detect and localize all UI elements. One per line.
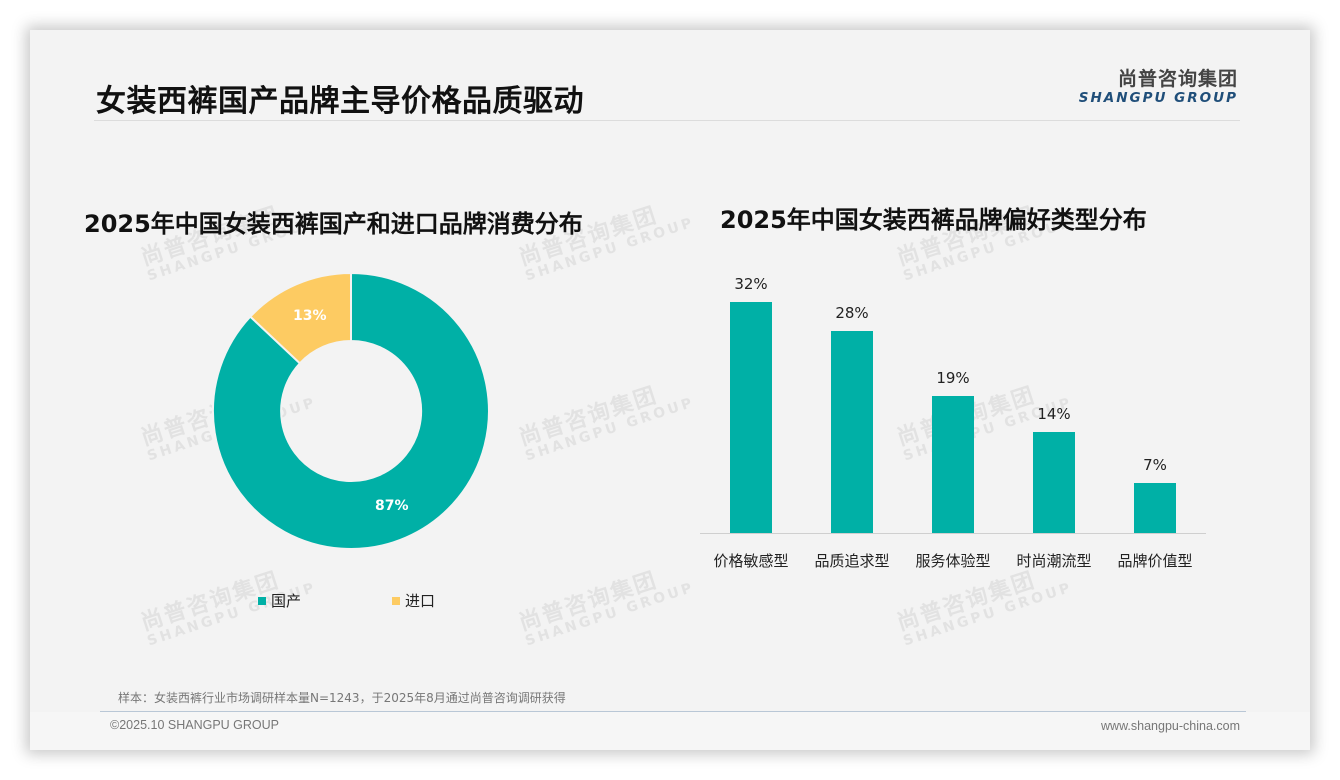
donut-chart-svg [211, 271, 490, 550]
bar-category: 时尚潮流型 [1016, 552, 1092, 570]
bar-category: 服务体验型 [915, 552, 991, 570]
bar-category: 价格敏感型 [713, 552, 789, 570]
x-axis-line [700, 533, 1206, 534]
logo-cn: 尚普咨询集团 [1117, 68, 1238, 90]
bar-value: 28% [835, 304, 869, 322]
slice-imported [248, 271, 352, 365]
bar-chart: 32% 价格敏感型 28% 品质追求型 19% 服务体验型 14% 时尚潮流型 … [700, 270, 1206, 570]
logo-en: SHANGPU GROUP [1078, 90, 1238, 106]
bar-quality-seeking [831, 331, 873, 533]
bar-value: 7% [1143, 456, 1167, 474]
slice-label-domestic: 87% [375, 498, 409, 514]
bar-category: 品牌价值型 [1117, 552, 1193, 570]
slice-domestic [211, 271, 490, 550]
title-divider [94, 120, 1240, 121]
page-title: 女装西裤国产品牌主导价格品质驱动 [96, 84, 584, 119]
bar-chart-title: 2025年中国女装西裤品牌偏好类型分布 [720, 206, 1147, 234]
footer-divider [100, 711, 1246, 712]
bar-fashion-trend [1033, 432, 1075, 533]
legend-label: 进口 [405, 592, 436, 610]
donut-chart: 13% 87% [211, 271, 491, 551]
sample-note: 样本：女装西裤行业市场调研样本量N=1243，于2025年8月通过尚普咨询调研获… [118, 691, 566, 705]
legend-label: 国产 [271, 592, 302, 610]
slide: 尚普咨询集团 SHANGPU GROUP 尚普咨询集团 SHANGPU GROUP … [30, 30, 1310, 750]
legend-swatch-teal [258, 596, 266, 605]
legend-swatch-yellow [392, 596, 400, 605]
bar-price-sensitive [730, 302, 772, 533]
slice-label-imported: 13% [293, 308, 327, 324]
legend-item-domestic: 国产 [258, 590, 301, 611]
bar-category: 品质追求型 [814, 552, 890, 570]
bar-value: 32% [734, 275, 768, 293]
donut-chart-title: 2025年中国女装西裤国产和进口品牌消费分布 [84, 210, 583, 238]
legend-item-imported: 进口 [392, 590, 435, 611]
brand-logo: 尚普咨询集团 SHANGPU GROUP [1079, 64, 1238, 106]
website-link[interactable]: www.shangpu-china.com [1101, 719, 1240, 733]
bar-brand-value [1134, 483, 1176, 533]
copyright: ©2025.10 SHANGPU GROUP [110, 718, 279, 732]
bar-value: 14% [1037, 405, 1071, 423]
footer-band [30, 712, 1310, 750]
bar-value: 19% [936, 369, 970, 387]
bar-service-experience [932, 396, 974, 533]
